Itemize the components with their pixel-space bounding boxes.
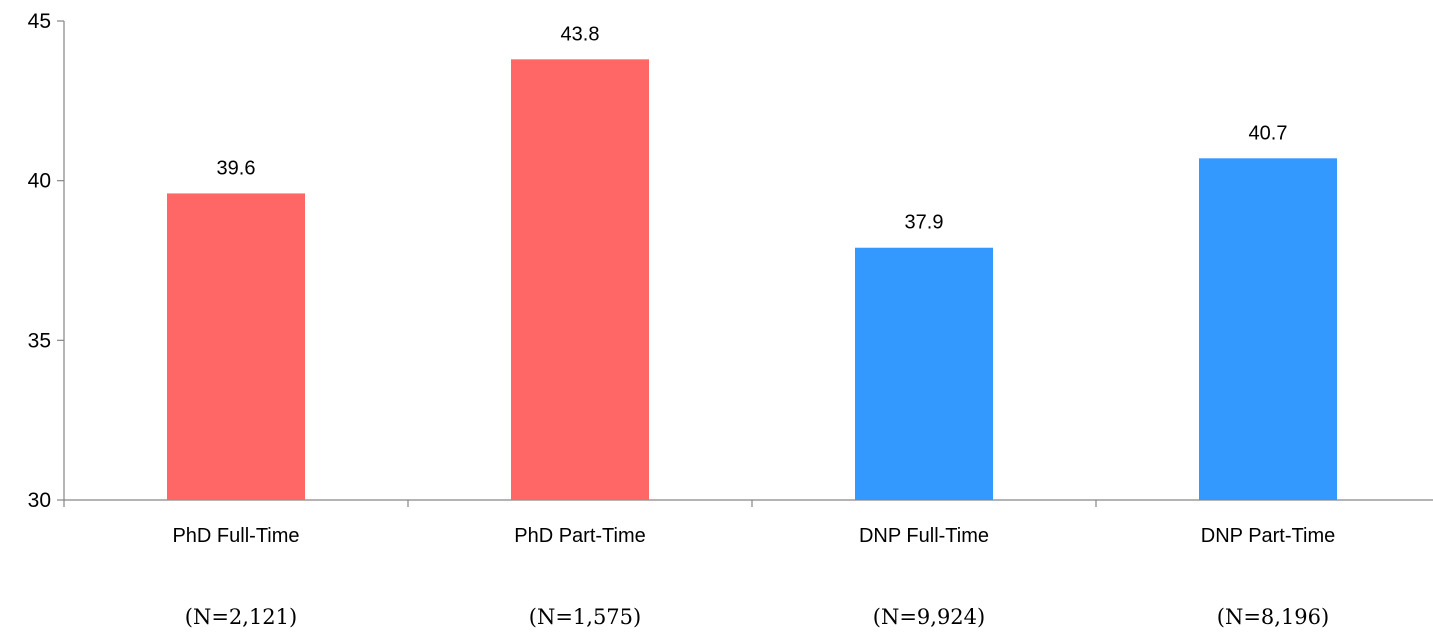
bar: [511, 59, 649, 500]
sample-size-label: (N=8,196): [1217, 605, 1329, 629]
data-labels: 39.6 43.8 37.9 40.7: [217, 23, 1288, 233]
data-label: 37.9: [905, 212, 944, 234]
category-label: PhD Part-Time: [514, 525, 646, 547]
data-label: 40.7: [1249, 122, 1288, 144]
bar: [1199, 158, 1337, 500]
category-labels: PhD Full-Time PhD Part-Time DNP Full-Time D…: [172, 525, 1335, 547]
sample-size-label: (N=2,121): [185, 605, 297, 629]
data-label: 39.6: [217, 157, 256, 179]
category-label: DNP Part-Time: [1201, 525, 1335, 547]
bar: [167, 193, 305, 500]
data-label: 43.8: [561, 23, 600, 45]
y-tick-label: 35: [28, 329, 51, 352]
sample-size-label: (N=1,575): [529, 605, 641, 629]
category-label: PhD Full-Time: [172, 525, 299, 547]
bars: [167, 59, 1337, 500]
sample-size-labels: (N=2,121) (N=1,575) (N=9,924) (N=8,196): [185, 605, 1329, 629]
x-axis: [63, 499, 1433, 507]
y-tick-label: 45: [28, 10, 51, 33]
category-label: DNP Full-Time: [859, 525, 989, 547]
y-axis: 30 35 40 45: [28, 10, 65, 512]
bar: [855, 247, 993, 500]
y-tick-label: 30: [28, 489, 51, 512]
y-tick-label: 40: [28, 170, 51, 193]
sample-size-label: (N=9,924): [873, 605, 985, 629]
